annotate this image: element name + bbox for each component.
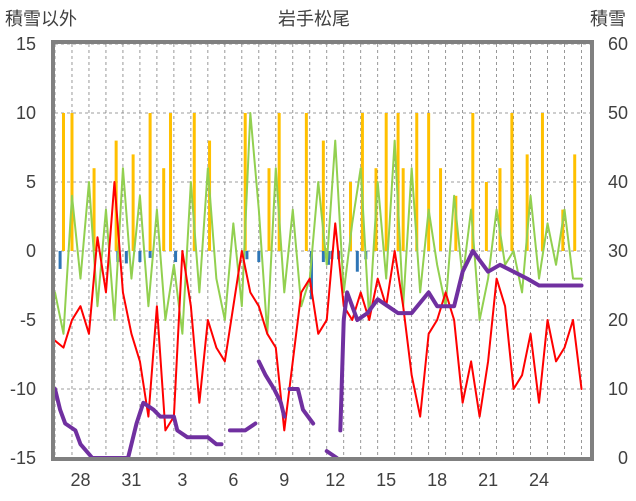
snow-depth-line xyxy=(256,359,287,419)
y-axis-left-label: 積雪以外 xyxy=(5,9,77,29)
precip-bar xyxy=(510,113,514,251)
precip-bar xyxy=(439,168,443,251)
y-tick-left-label: 15 xyxy=(16,34,36,54)
x-tick-label: 21 xyxy=(478,470,498,490)
temperature-line xyxy=(54,181,583,432)
y-tick-left-label: 5 xyxy=(26,172,36,192)
snow-depth-line xyxy=(287,387,316,426)
snowfall-bar xyxy=(257,251,261,263)
precip-bar xyxy=(267,168,271,251)
precip-bar xyxy=(131,154,135,251)
snowfall-bar xyxy=(58,251,62,269)
precip-bar xyxy=(192,113,196,251)
x-tick-label: 28 xyxy=(70,470,90,490)
x-tick-label: 6 xyxy=(228,470,238,490)
precip-bar xyxy=(168,113,172,251)
precip-bar xyxy=(498,168,502,251)
y-axis-right-label: 積雪 xyxy=(590,9,626,29)
snowfall-bar xyxy=(138,251,142,263)
chart-title: 岩手松尾 xyxy=(278,9,350,29)
precip-bar xyxy=(384,113,388,251)
precip-bar xyxy=(92,168,96,251)
y-tick-right-label: 40 xyxy=(608,172,628,192)
y-tick-right-label: 0 xyxy=(618,448,628,468)
precip-bar xyxy=(427,113,431,251)
snowfall-bar xyxy=(174,251,178,263)
y-tick-left-label: -10 xyxy=(10,379,36,399)
y-tick-left-label: -5 xyxy=(20,310,36,330)
x-tick-label: 24 xyxy=(529,470,549,490)
precip-bar xyxy=(525,154,529,251)
y-tick-left-label: -15 xyxy=(10,448,36,468)
precip-bar xyxy=(471,113,475,251)
precip-bar xyxy=(277,113,281,251)
x-tick-label: 9 xyxy=(279,470,289,490)
snowfall-bar xyxy=(321,251,325,263)
x-tick-label: 15 xyxy=(376,470,396,490)
precip-bar xyxy=(401,168,405,251)
precip-bar xyxy=(148,113,152,251)
snow-depth-line xyxy=(227,421,258,433)
y-tick-left-label: 10 xyxy=(16,103,36,123)
y-tick-right-label: 30 xyxy=(608,241,628,261)
y-tick-left-label: 0 xyxy=(26,241,36,261)
snowfall-bar xyxy=(309,251,313,300)
precip-bar xyxy=(540,113,544,251)
precip-bar xyxy=(454,195,458,251)
precip-bar xyxy=(243,113,247,251)
snow-depth-line xyxy=(53,387,224,460)
x-tick-label: 18 xyxy=(427,470,447,490)
snowfall-bar xyxy=(148,251,152,258)
x-tick-label: 12 xyxy=(325,470,345,490)
snowfall-bar xyxy=(355,251,359,272)
snowfall-bar xyxy=(124,251,128,264)
precip-bar xyxy=(162,168,166,251)
precip-bar xyxy=(61,113,65,251)
x-tick-label: 3 xyxy=(177,470,187,490)
y-tick-right-label: 60 xyxy=(608,34,628,54)
precip-bar xyxy=(304,113,308,251)
snowfall-bar xyxy=(326,251,330,265)
y-tick-right-label: 10 xyxy=(608,379,628,399)
green-series-line xyxy=(54,112,583,335)
precip-bar xyxy=(349,182,353,251)
plot-frame xyxy=(51,40,594,461)
precip-bar xyxy=(396,113,400,251)
precip-bar xyxy=(561,209,565,251)
y-tick-right-label: 20 xyxy=(608,310,628,330)
precip-bar xyxy=(321,140,325,251)
precip-bar xyxy=(70,113,74,251)
precip-bar xyxy=(415,113,419,251)
series-layer xyxy=(53,112,584,460)
snowfall-bar xyxy=(245,251,249,260)
x-tick-label: 31 xyxy=(121,470,141,490)
precip-bar xyxy=(484,182,488,251)
y-tick-right-label: 50 xyxy=(608,103,628,123)
precip-bar xyxy=(573,154,577,251)
snow-depth-line xyxy=(338,249,584,433)
snow-depth-line xyxy=(324,449,339,460)
